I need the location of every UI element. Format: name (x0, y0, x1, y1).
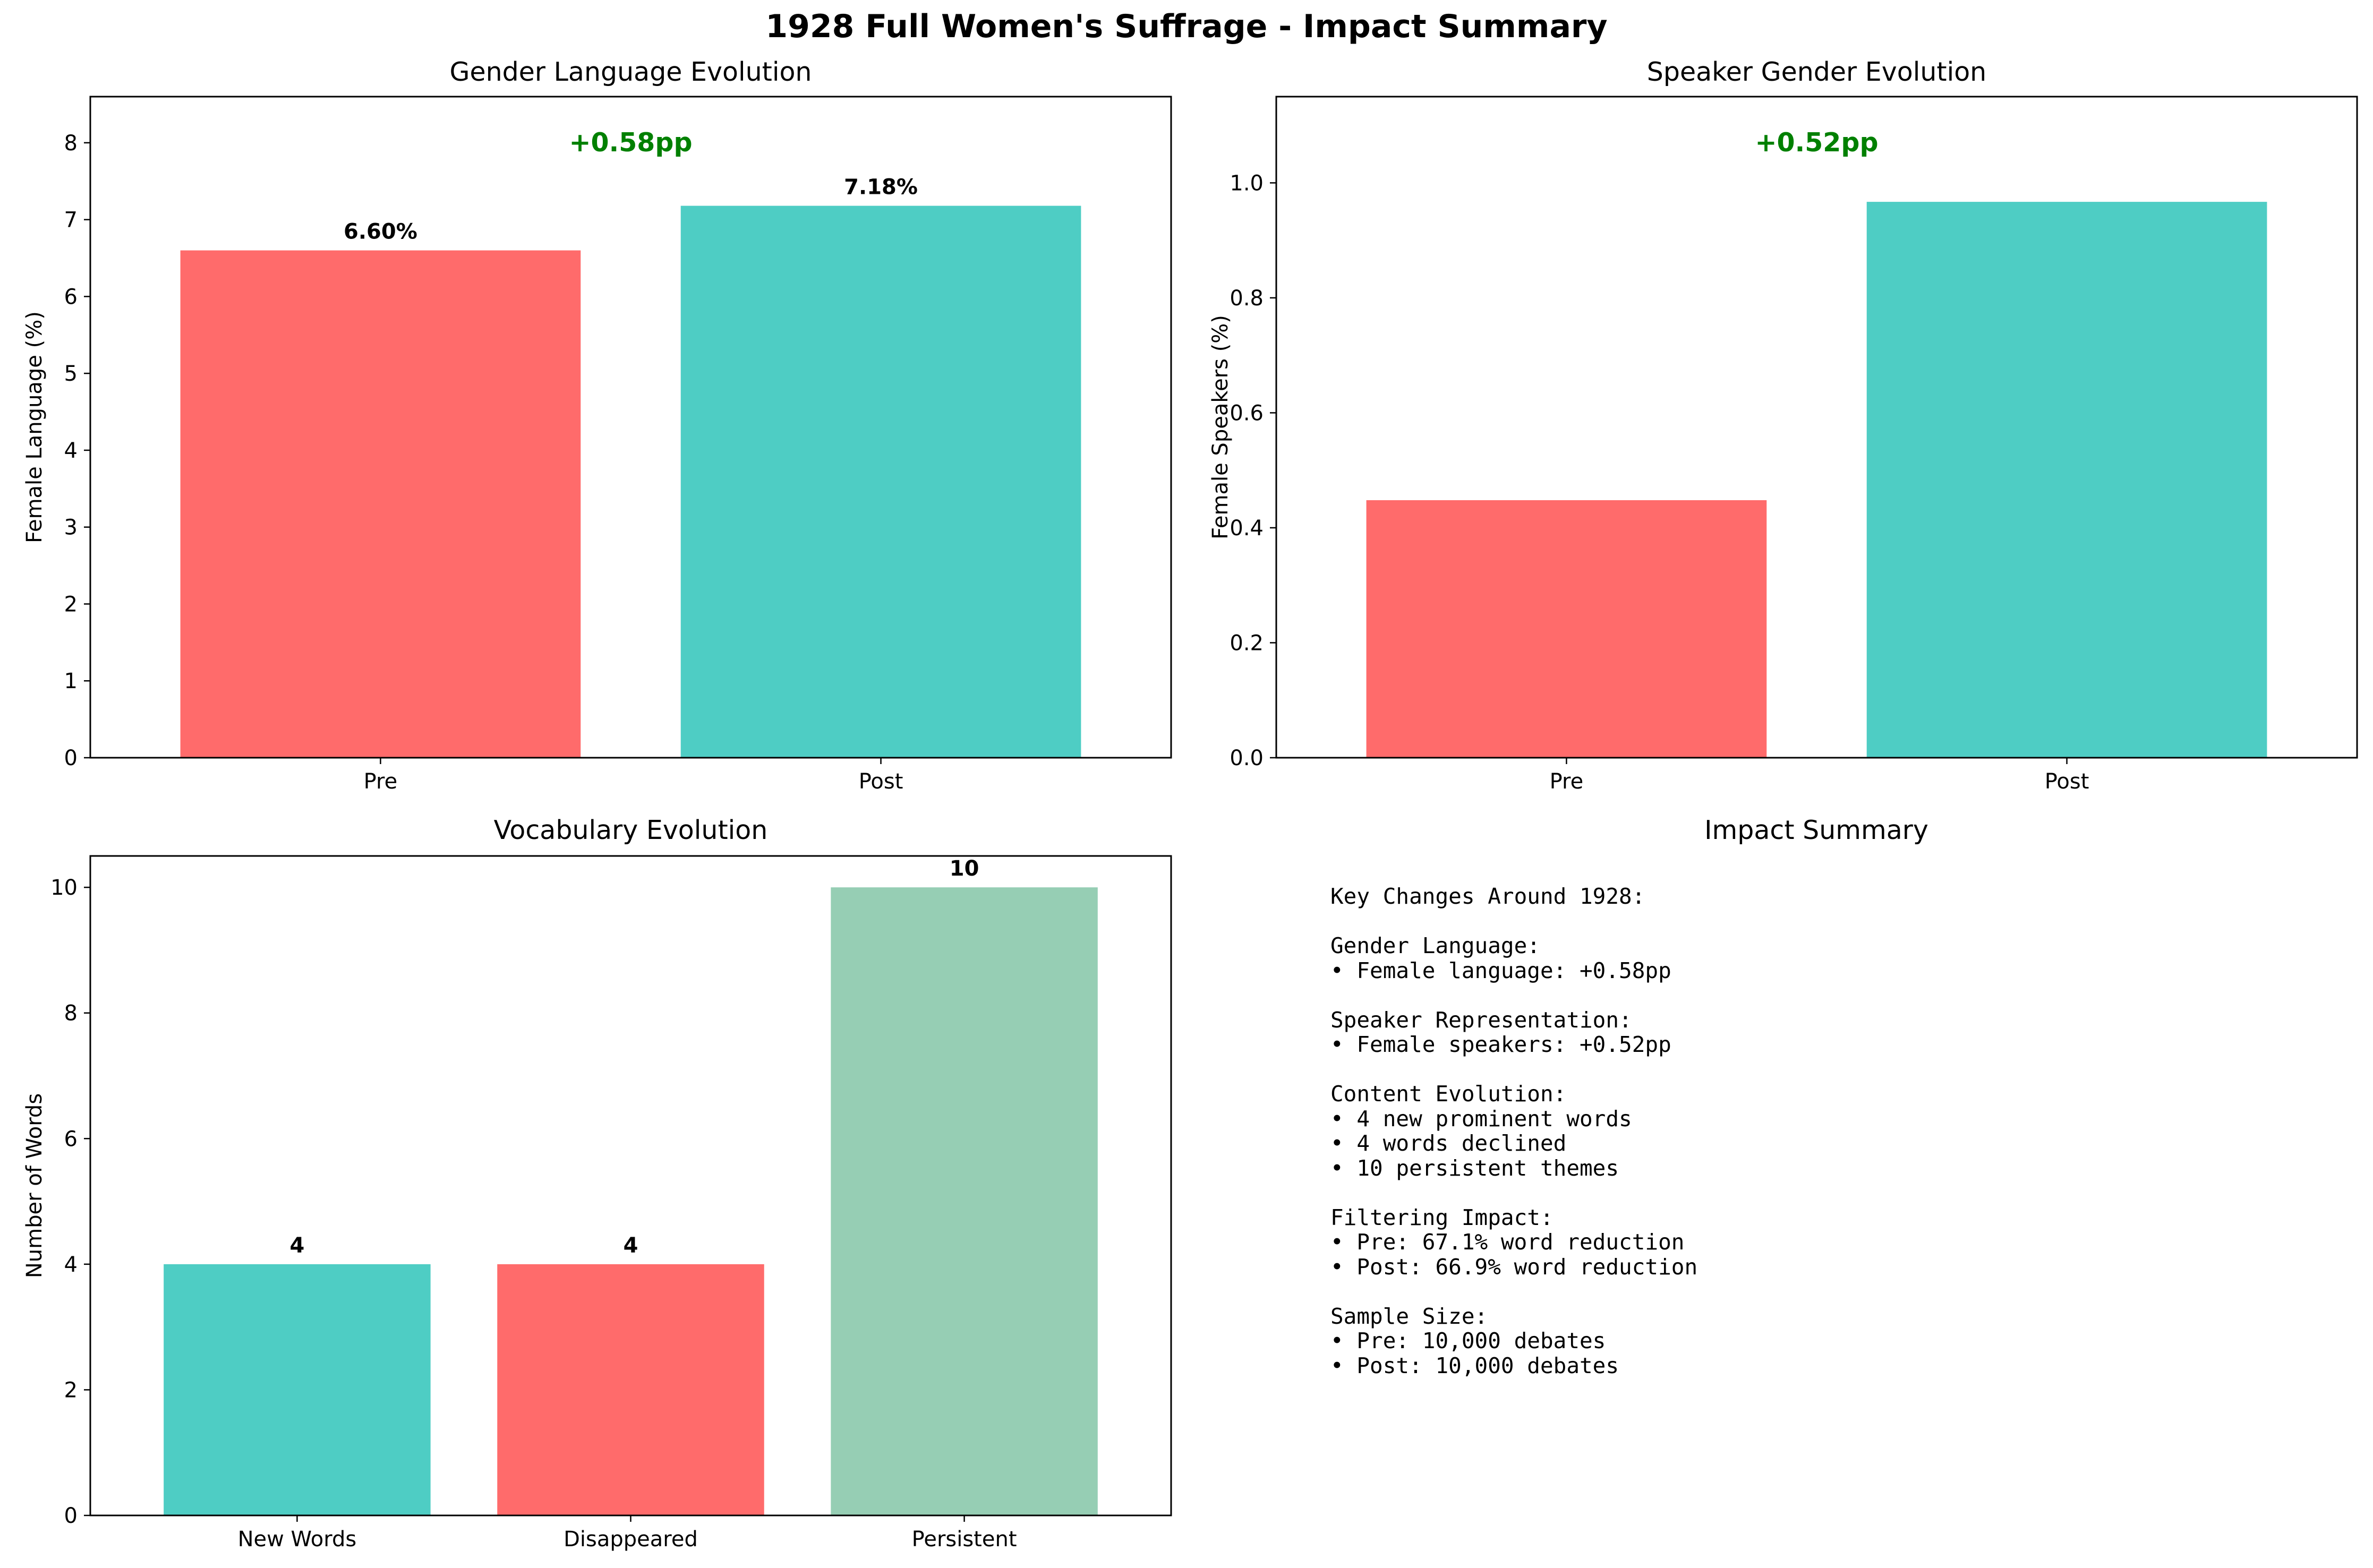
x-tick-label: Persistent (912, 1527, 1017, 1552)
summary-line: • Female speakers: +0.52pp (1330, 1032, 1671, 1057)
y-tick-label: 0 (64, 1504, 78, 1528)
y-tick-label: 6 (64, 285, 78, 309)
bar-new-words (164, 1264, 431, 1515)
bar-value-label: 6.60% (344, 220, 417, 244)
summary-line: • Female language: +0.58pp (1330, 957, 1671, 983)
x-tick-label: Post (2045, 769, 2089, 794)
y-tick-label: 0.0 (1230, 746, 1264, 770)
y-axis-label: Number of Words (22, 1093, 47, 1278)
y-tick-label: 0.4 (1230, 516, 1264, 541)
summary-line: Content Evolution: (1330, 1081, 1567, 1107)
y-axis-label: Female Speakers (%) (1208, 315, 1233, 539)
bar-value-label: 10 (950, 856, 979, 881)
bar-value-label: 7.18% (844, 175, 918, 200)
impact-summary-text: Key Changes Around 1928: Gender Language:… (1330, 884, 1697, 1378)
summary-line (1330, 1279, 1697, 1304)
bar-pre (180, 250, 581, 758)
summary-line (1330, 983, 1697, 1008)
chart-title: Gender Language Evolution (449, 57, 812, 87)
x-tick-label: Post (859, 769, 903, 794)
y-tick-label: 0.2 (1230, 631, 1264, 655)
y-tick-label: 0.8 (1230, 286, 1264, 311)
summary-line: Gender Language: (1330, 933, 1540, 958)
x-tick-label: New Words (238, 1527, 357, 1552)
y-tick-label: 4 (64, 439, 78, 463)
change-annotation: +0.58pp (569, 127, 692, 158)
summary-line: Key Changes Around 1928: (1330, 884, 1645, 909)
figure-title: 1928 Full Women's Suffrage - Impact Summ… (765, 8, 1607, 45)
change-annotation: +0.52pp (1755, 127, 1878, 158)
bar-persistent (831, 887, 1098, 1515)
y-tick-label: 3 (64, 516, 78, 540)
y-tick-label: 4 (64, 1253, 78, 1277)
summary-line (1330, 1057, 1697, 1082)
summary-line: • Post: 66.9% word reduction (1330, 1254, 1698, 1280)
y-tick-label: 7 (64, 208, 78, 233)
axes-frame (1275, 96, 2358, 759)
summary-line: Speaker Representation: (1330, 1007, 1632, 1033)
summary-line: • 4 new prominent words (1330, 1106, 1632, 1132)
x-tick-label: Pre (364, 769, 398, 794)
axes-frame (89, 96, 1172, 759)
speaker-gender-chart: Speaker Gender Evolution +0.52pp 0.0 0.2 0.4… (1208, 57, 2358, 794)
bar-pre (1366, 500, 1767, 758)
y-tick-label: 5 (64, 362, 78, 386)
bar-value-label: 4 (289, 1233, 304, 1258)
bar-disappeared (497, 1264, 764, 1515)
bar-post (1866, 202, 2267, 758)
summary-line: • Pre: 10,000 debates (1330, 1328, 1606, 1353)
y-tick-label: 2 (64, 592, 78, 616)
y-tick-label: 6 (64, 1127, 78, 1151)
summary-line (1330, 909, 1697, 934)
summary-line: • Pre: 67.1% word reduction (1330, 1229, 1685, 1255)
summary-line: Sample Size: (1330, 1303, 1488, 1329)
chart-title: Vocabulary Evolution (494, 815, 768, 845)
y-tick-label: 0.6 (1230, 401, 1264, 425)
y-tick-label: 8 (64, 131, 78, 156)
y-tick-label: 1.0 (1230, 171, 1264, 195)
y-tick-label: 8 (64, 1001, 78, 1026)
summary-line: Filtering Impact: (1330, 1204, 1553, 1230)
y-tick-label: 1 (64, 669, 78, 693)
summary-panel-title: Impact Summary (1704, 815, 1928, 845)
summary-line: • 4 words declined (1330, 1130, 1567, 1156)
summary-line: • 10 persistent themes (1330, 1155, 1619, 1181)
y-tick-label: 0 (64, 746, 78, 770)
y-tick-label: 2 (64, 1378, 78, 1402)
summary-line: • Post: 10,000 debates (1330, 1352, 1619, 1378)
y-axis-label: Female Language (%) (22, 311, 47, 543)
chart-title: Speaker Gender Evolution (1647, 57, 1987, 87)
summary-line (1330, 1180, 1697, 1205)
x-tick-label: Disappeared (564, 1527, 698, 1552)
x-tick-label: Pre (1550, 769, 1584, 794)
vocabulary-chart: Vocabulary Evolution 4 4 10 0 2 4 6 8 10 New Words… (22, 815, 1172, 1552)
bar-value-label: 4 (624, 1233, 638, 1258)
gender-language-chart: Gender Language Evolution 6.60% 7.18% +0.58… (22, 57, 1172, 794)
bar-post (680, 205, 1081, 758)
y-tick-label: 10 (50, 876, 78, 900)
